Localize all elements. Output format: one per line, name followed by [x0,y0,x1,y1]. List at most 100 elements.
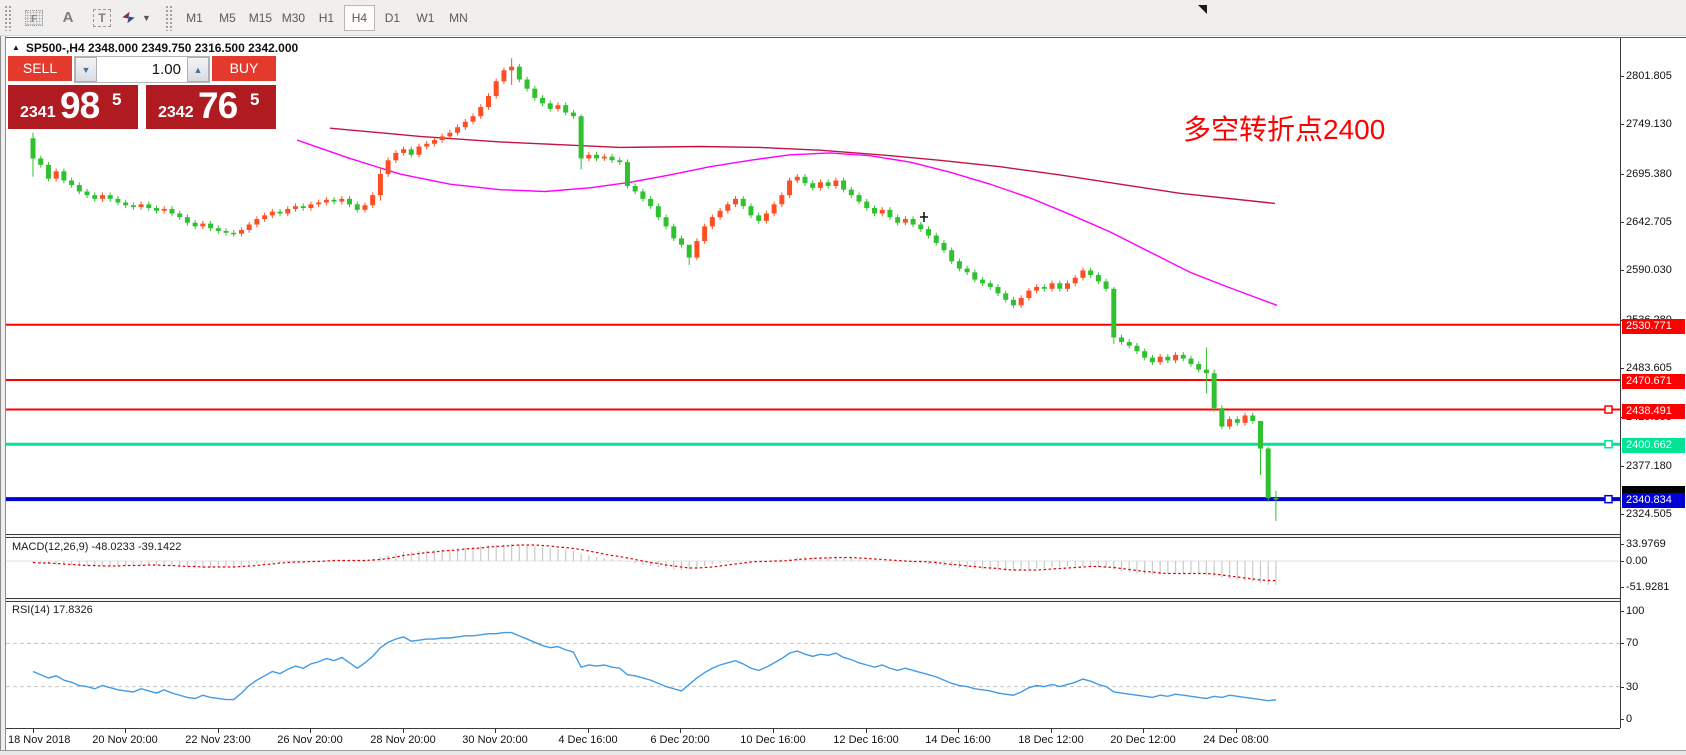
symbol-triangle-icon: ▲ [12,43,20,52]
volume-decrease-button[interactable]: ▼ [75,57,97,82]
axis-tick [1621,643,1624,645]
price-axis-separator [1620,38,1621,728]
volume-input[interactable] [97,57,187,82]
tab-timeframe-d1[interactable]: D1 [384,10,401,25]
tab-timeframe-w1[interactable]: W1 [416,10,435,25]
rsi-tick-label: 0 [1626,713,1633,725]
axis-tick [1621,544,1624,545]
x-axis-label: 20 Nov 20:00 [92,734,158,746]
toolbar-grip-2[interactable] [164,4,172,31]
chart-plot-area[interactable] [6,38,1620,728]
price-badge-2470.671: 2470.671 [1622,373,1685,389]
toolbar: F A T ▼ M1 M5 M15 M30 H1 H4 D1 W1 MN [0,0,1686,36]
axis-tick [1621,514,1624,516]
time-tick [125,729,126,733]
window-bottom-frame [0,750,1686,755]
symbol-ohlc-text: SP500-,H4 2348.000 2349.750 2316.500 234… [25,41,299,55]
moving-averages-layer [296,127,1278,306]
axis-tick [1621,586,1624,588]
rsi-tick-label: 70 [1626,637,1639,650]
sell-price-prefix: 2341 [20,104,56,121]
x-axis-label: 28 Nov 20:00 [370,734,436,746]
hline-handle[interactable] [1604,439,1613,449]
tab-timeframe-m15[interactable]: M15 [248,10,273,25]
rsi-tick-label: 30 [1626,680,1639,693]
price-tick-label: 2377.180 [1626,459,1672,472]
price-tick-label: 2695.380 [1626,167,1672,180]
time-tick [1236,729,1237,733]
x-axis-label: 20 Dec 12:00 [1110,734,1176,746]
x-axis-label: 4 Dec 16:00 [558,734,618,746]
hline-handle[interactable] [1604,405,1613,414]
candles-layer [30,58,1279,522]
x-axis-label: 22 Nov 23:00 [185,734,251,746]
tab-timeframe-m5[interactable]: M5 [219,10,236,25]
dotted-grid-icon: F [25,9,43,26]
axis-tick [1621,222,1624,224]
text-box-icon: T [93,8,111,27]
chart-shift-marker[interactable] [1198,5,1207,14]
price-badge-2400.662: 2400.662 [1622,438,1685,454]
time-tick [958,729,959,733]
time-tick [773,729,774,733]
x-axis-label: 24 Dec 08:00 [1203,734,1269,746]
axis-tick [1621,686,1624,688]
tab-timeframe-h1[interactable]: H1 [318,10,335,25]
macd-tick-label: 33.9769 [1626,538,1666,550]
x-axis-label: 14 Dec 16:00 [925,734,991,746]
sell-price-sup: 5 [112,90,122,109]
tab-timeframe-m1[interactable]: M1 [186,10,203,25]
buy-button[interactable]: BUY [212,56,276,83]
time-tick [310,729,311,733]
ma-slow-line [329,127,1276,205]
macd-tick-label: -51.9281 [1626,580,1670,593]
axis-tick [1621,465,1624,467]
window-top-border [6,37,1686,38]
toolbar-grip[interactable] [4,4,11,31]
price-badge-2438.491: 2438.491 [1622,403,1685,419]
x-axis-label: 26 Nov 20:00 [277,734,343,746]
x-axis-label: 18 Dec 12:00 [1018,734,1084,746]
macd-label: MACD(12,26,9) -48.0233 -39.1422 [12,541,182,553]
tab-timeframe-mn[interactable]: MN [449,10,468,25]
hline-handle[interactable] [1604,494,1613,504]
price-tick-label: 2483.605 [1626,362,1672,375]
x-axis-label: 10 Dec 16:00 [740,734,806,746]
time-tick [1051,729,1052,733]
sell-button[interactable]: SELL [8,56,72,83]
chart-title: ▲ SP500-,H4 2348.000 2349.750 2316.500 23… [12,41,298,55]
axis-tick [1621,719,1624,720]
axis-tick [1621,173,1624,175]
tab-timeframe-m30[interactable]: M30 [281,10,306,25]
price-badge-2340.834: 2340.834 [1622,493,1685,509]
chart-window: ▲ SP500-,H4 2348.000 2349.750 2316.500 23… [0,36,1686,755]
x-axis-label: 12 Dec 16:00 [833,734,899,746]
x-axis-label: 18 Nov 2018 [8,734,71,746]
panel-separator-rsi[interactable] [6,598,1686,602]
chevron-down-icon: ▼ [142,12,151,23]
macd-tick-label: 0.00 [1626,555,1648,567]
price-axis: 2801.805 2749.130 2695.380 2642.705 2590.030… [1621,38,1686,750]
text-tool-icon[interactable]: T [86,4,118,32]
indicator-f-icon[interactable]: F [18,4,50,32]
volume-increase-button[interactable]: ▲ [187,57,209,82]
time-tick [588,729,589,733]
arrows-icon [121,9,139,26]
tab-timeframe-h4[interactable]: H4 [343,4,375,31]
arrow-tool-button[interactable]: ▼ [120,4,152,32]
panel-separator-macd[interactable] [6,534,1686,538]
sell-price-box[interactable]: 2341 98 5 [8,85,138,129]
x-axis-label: 30 Nov 20:00 [462,734,528,746]
annotation-text: 多空转折点2400 [1183,114,1386,145]
hlines-layer[interactable] [6,323,1620,504]
time-tick [403,729,404,733]
axis-tick [1621,368,1624,370]
axis-tick [1621,611,1624,612]
window-left-frame [0,36,6,755]
price-tick-label: 2324.505 [1626,508,1672,521]
font-a-icon[interactable]: A [62,9,74,26]
buy-price-big: 76 [198,85,238,126]
buy-price-box[interactable]: 2342 76 5 [146,85,276,129]
time-tick [680,729,681,733]
volume-control: ▼ ▲ [74,56,210,83]
